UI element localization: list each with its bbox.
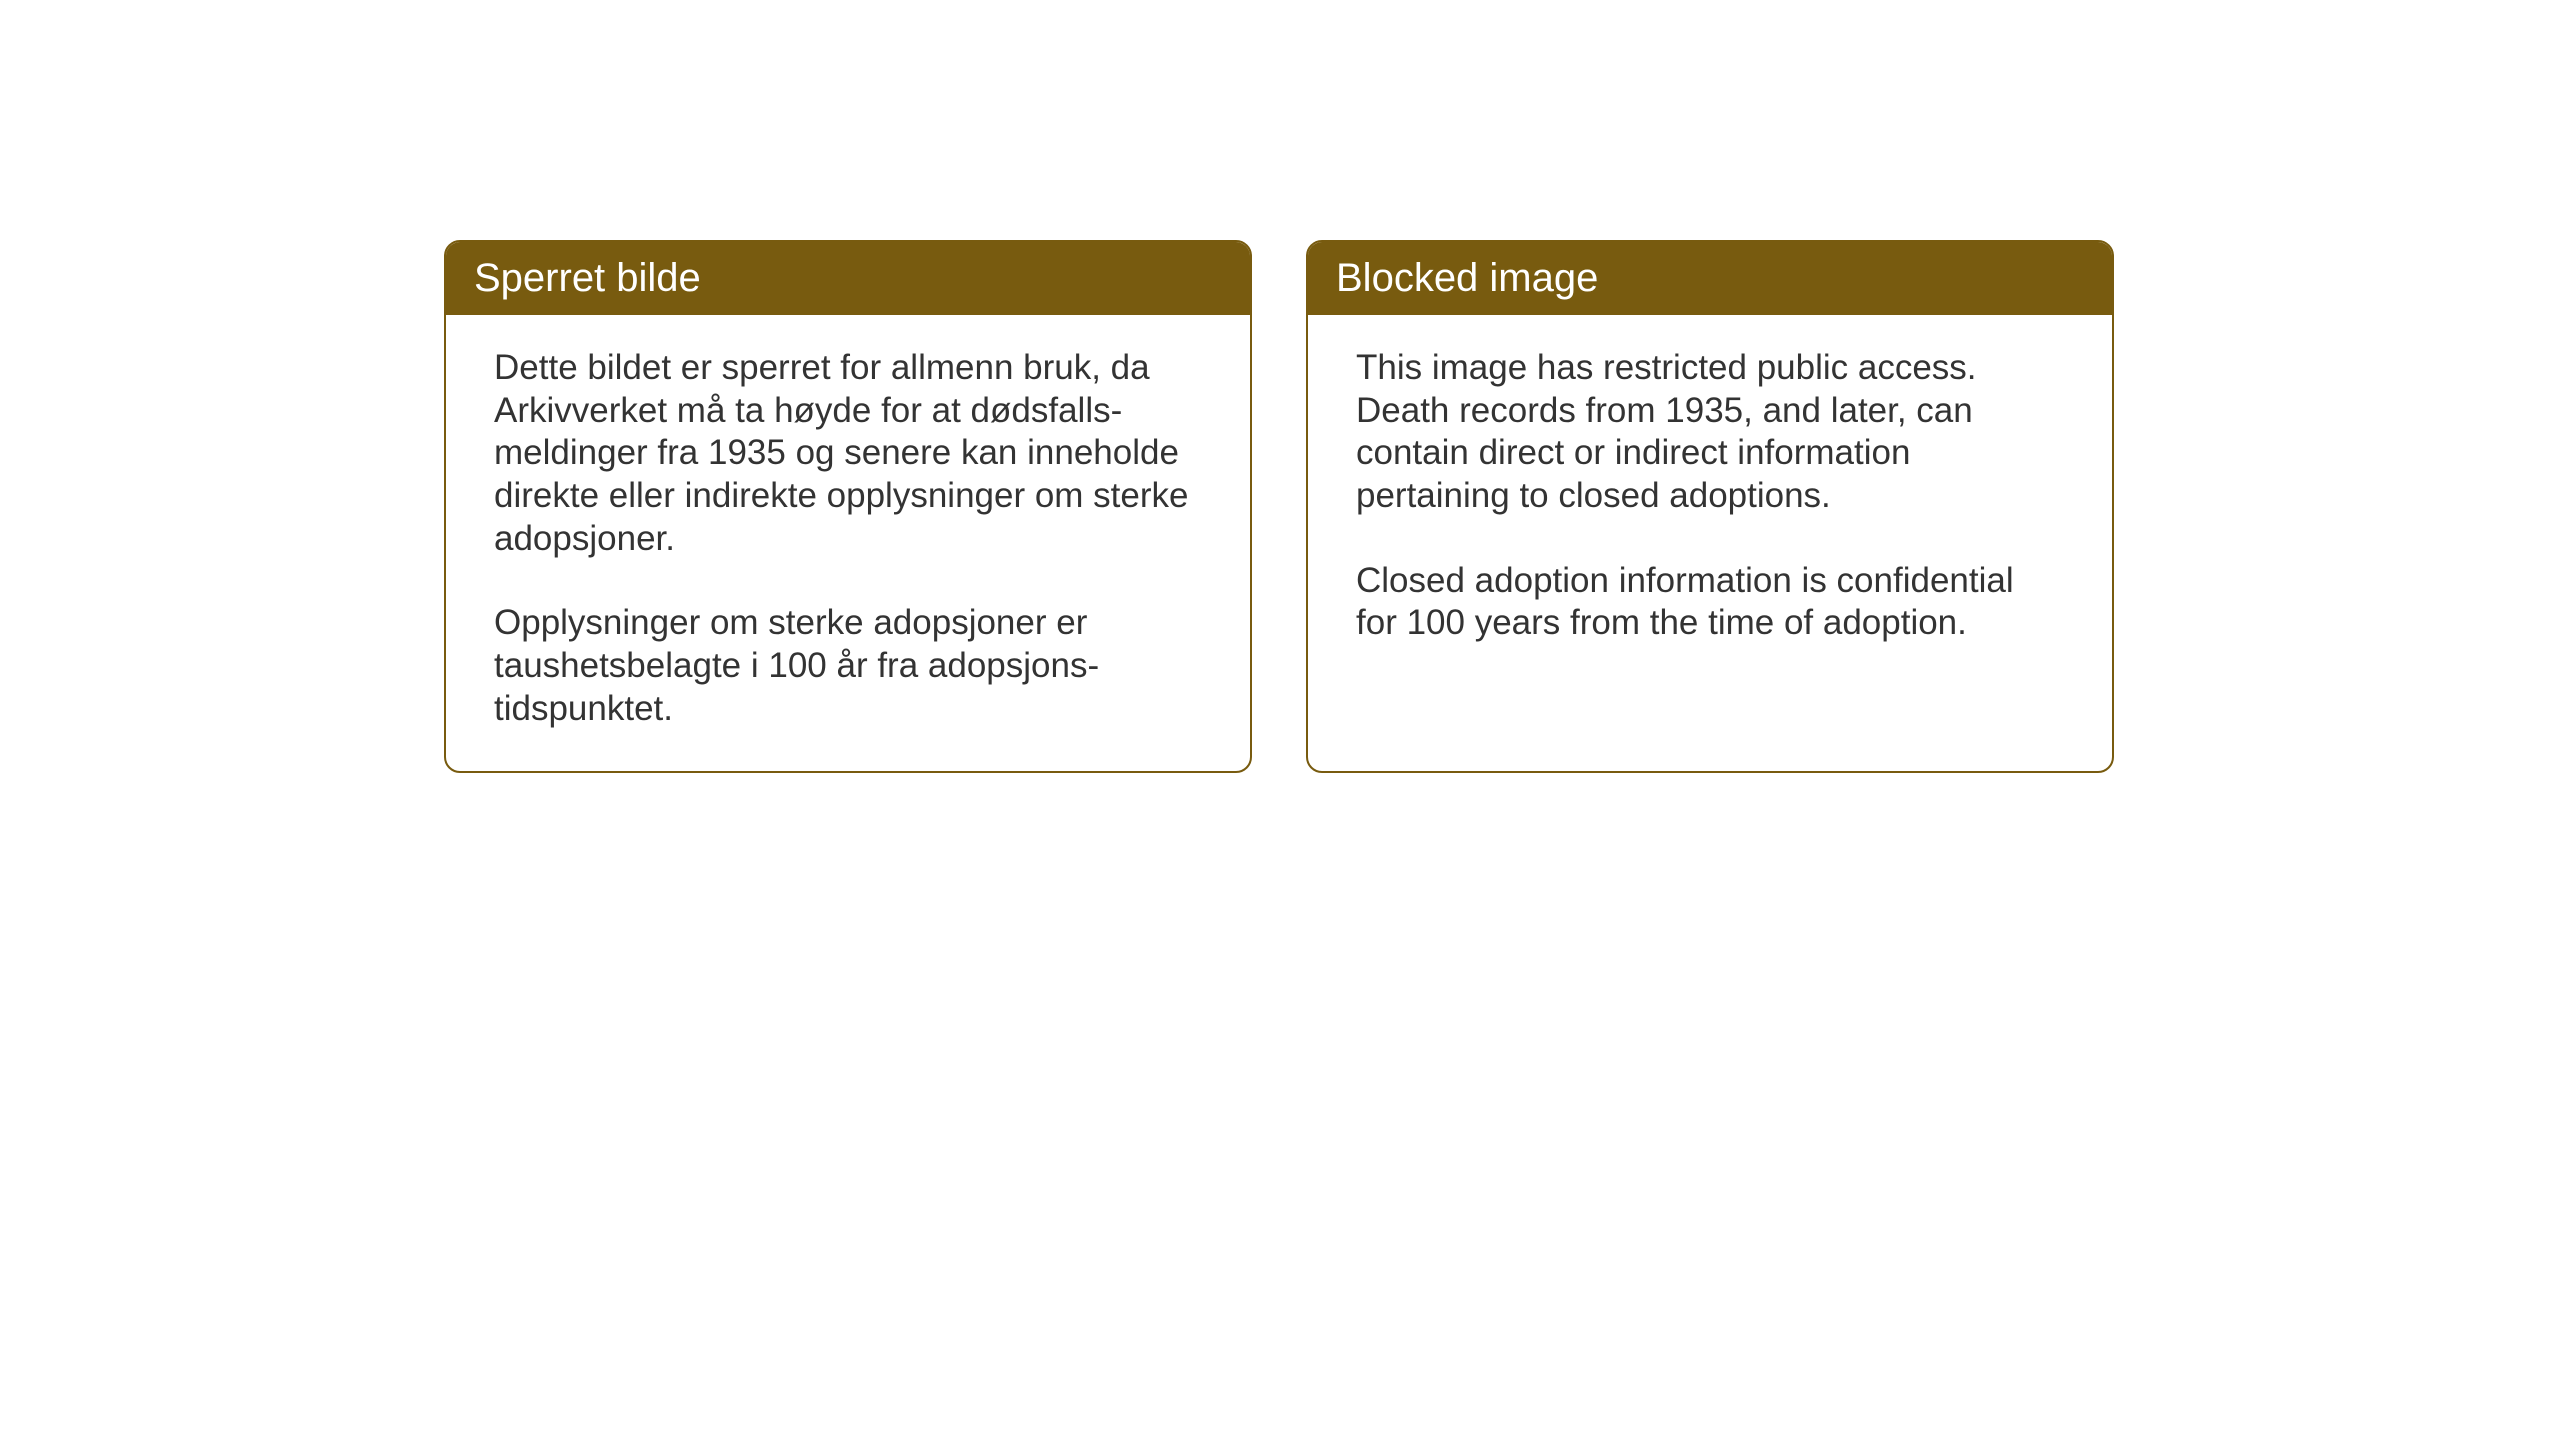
notice-container: Sperret bilde Dette bildet er sperret fo… bbox=[444, 240, 2114, 773]
english-card-body: This image has restricted public access.… bbox=[1308, 315, 2112, 755]
english-card-title: Blocked image bbox=[1308, 242, 2112, 315]
norwegian-card-title: Sperret bilde bbox=[446, 242, 1250, 315]
norwegian-card-body: Dette bildet er sperret for allmenn bruk… bbox=[446, 315, 1250, 771]
english-paragraph-1: This image has restricted public access.… bbox=[1356, 347, 2064, 518]
english-notice-card: Blocked image This image has restricted … bbox=[1306, 240, 2114, 773]
norwegian-paragraph-1: Dette bildet er sperret for allmenn bruk… bbox=[494, 347, 1202, 560]
norwegian-notice-card: Sperret bilde Dette bildet er sperret fo… bbox=[444, 240, 1252, 773]
norwegian-paragraph-2: Opplysninger om sterke adopsjoner er tau… bbox=[494, 602, 1202, 730]
english-paragraph-2: Closed adoption information is confident… bbox=[1356, 560, 2064, 645]
